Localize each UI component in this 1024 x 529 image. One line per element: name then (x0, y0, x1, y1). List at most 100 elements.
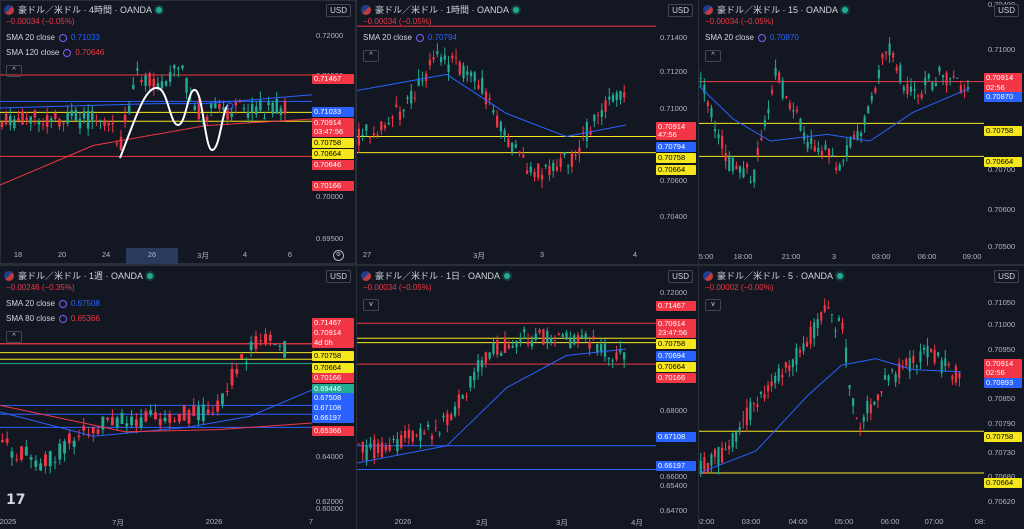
candle (87, 427, 90, 439)
candle (529, 162, 532, 176)
time-axis-label: 6 (287, 250, 293, 259)
indicator-legend[interactable]: SMA 20 close 0.71033 (6, 33, 100, 42)
candle (820, 145, 823, 160)
candle (806, 134, 809, 153)
sma-20-line (357, 73, 627, 138)
indicator-legend[interactable]: SMA 120 close 0.70646 (6, 48, 104, 57)
candle (225, 382, 229, 397)
time-axis-label: 4 (632, 250, 638, 259)
indicator-settings-icon[interactable] (63, 48, 72, 57)
candle (738, 165, 742, 179)
candle (526, 333, 530, 348)
indicator-settings-icon[interactable] (58, 299, 67, 308)
candle (250, 97, 254, 121)
candle (211, 406, 215, 416)
symbol-title: 豪ドル／米ドル · 4時間 · OANDA (18, 5, 153, 15)
currency-flag-icon (4, 4, 14, 15)
price-tag: 0.70893 (984, 378, 1022, 388)
candle (254, 330, 258, 354)
candle (835, 161, 838, 174)
collapse-legend-button[interactable]: v (363, 299, 379, 311)
symbol-header[interactable]: 豪ドル／米ドル · 1週 · OANDA (4, 269, 154, 282)
price-plot[interactable] (699, 0, 984, 250)
indicator-legend[interactable]: SMA 80 close 0.65366 (6, 314, 100, 323)
chart-panel-p5[interactable]: 豪ドル／米ドル · 1日 · OANDA −0.00034 (−0.05%) v 0.… (357, 266, 698, 529)
candle (619, 340, 622, 355)
candle (66, 105, 69, 127)
chart-panel-p4[interactable]: 豪ドル／米ドル · 1週 · OANDA −0.00246 (−0.35%) SMA… (0, 266, 356, 529)
symbol-header[interactable]: 豪ドル／米ドル · 1時間 · OANDA (361, 3, 520, 16)
panel-divider[interactable] (0, 264, 1024, 266)
price-plot[interactable] (357, 266, 656, 515)
price-tag: 0.70758 (656, 153, 696, 163)
currency-unit-button[interactable]: USD (994, 270, 1019, 283)
candle (848, 384, 851, 396)
indicator-settings-icon[interactable] (58, 314, 67, 323)
drawing-handle[interactable] (226, 102, 234, 110)
symbol-header[interactable]: 豪ドル／米ドル · 1日 · OANDA (361, 269, 511, 282)
candle (168, 65, 172, 87)
chart-panel-p2[interactable]: 豪ドル／米ドル · 1時間 · OANDA −0.00034 (−0.05%) SM… (357, 0, 698, 264)
chart-panel-p3[interactable]: 豪ドル／米ドル · 15 · OANDA −0.00034 (−0.05%) SMA… (699, 0, 1024, 264)
candle (29, 454, 33, 469)
candle (275, 91, 279, 114)
time-axis-label: 3月 (197, 251, 209, 260)
candle (442, 412, 445, 422)
chart-panel-p1[interactable]: 豪ドル／米ドル · 4時間 · OANDA −0.00034 (−0.05%) SM… (0, 0, 356, 264)
price-axis-label: 0.65400 (660, 481, 688, 490)
symbol-header[interactable]: 豪ドル／米ドル · 5 · OANDA (703, 269, 844, 282)
candle (451, 52, 454, 63)
collapse-legend-button[interactable]: v (705, 299, 721, 311)
price-plot[interactable] (0, 266, 312, 515)
head-and-shoulders-drawing[interactable] (119, 86, 229, 159)
currency-unit-button[interactable]: USD (326, 4, 351, 17)
candle (749, 397, 752, 426)
indicator-settings-icon[interactable] (58, 33, 67, 42)
candle (724, 442, 727, 451)
price-plot[interactable] (0, 0, 312, 248)
time-axis-label: 21:00 (781, 252, 801, 261)
collapse-legend-button[interactable]: ^ (6, 65, 22, 77)
indicator-legend[interactable]: SMA 20 close 0.70870 (705, 33, 799, 42)
candle (785, 95, 788, 100)
symbol-header[interactable]: 豪ドル／米ドル · 4時間 · OANDA (4, 3, 163, 16)
indicator-legend[interactable]: SMA 20 close 0.67508 (6, 299, 100, 308)
time-axis-label: 15:00 (699, 252, 714, 261)
chart-settings-icon[interactable]: ⚙ (333, 250, 344, 261)
time-axis-label: 05:00 (834, 517, 854, 526)
candle (567, 163, 570, 175)
collapse-legend-button[interactable]: ^ (705, 50, 721, 62)
price-plot[interactable] (699, 266, 984, 515)
collapse-legend-button[interactable]: ^ (6, 331, 22, 343)
candle (95, 114, 98, 126)
collapse-legend-button[interactable]: ^ (363, 50, 379, 62)
price-tag: 0.71467 (312, 74, 354, 84)
price-axis-label: 0.70600 (988, 205, 1016, 214)
tradingview-logo-icon[interactable]: 17 (6, 492, 26, 508)
indicator-legend[interactable]: SMA 20 close 0.70794 (363, 33, 457, 42)
price-axis-label: 0.71050 (988, 298, 1016, 307)
indicator-settings-icon[interactable] (757, 33, 766, 42)
candle (841, 318, 844, 334)
candle (542, 328, 545, 346)
candle (91, 426, 95, 442)
candle (919, 343, 922, 370)
candle (430, 432, 434, 445)
candle (795, 105, 799, 114)
candle (428, 52, 432, 70)
indicator-settings-icon[interactable] (415, 33, 424, 42)
price-tag: 0.70914 (656, 319, 696, 329)
symbol-header[interactable]: 豪ドル／米ドル · 15 · OANDA (703, 3, 849, 16)
currency-unit-button[interactable]: USD (668, 270, 693, 283)
candle (439, 53, 443, 66)
currency-unit-button[interactable]: USD (326, 270, 351, 283)
currency-unit-button[interactable]: USD (668, 4, 693, 17)
chart-panel-p6[interactable]: 豪ドル／米ドル · 5 · OANDA −0.00002 (−0.00%) v 0.7… (699, 266, 1024, 529)
candle (0, 121, 4, 130)
candle (816, 313, 819, 337)
price-tag: 0.70758 (312, 351, 354, 361)
candle (20, 445, 23, 462)
currency-unit-button[interactable]: USD (994, 4, 1019, 17)
price-plot[interactable] (357, 0, 656, 248)
